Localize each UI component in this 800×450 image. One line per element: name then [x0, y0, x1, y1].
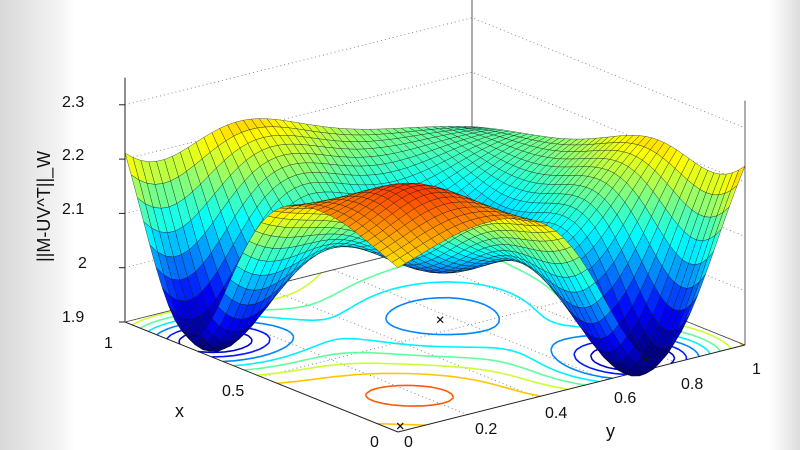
surface-patch — [391, 257, 407, 268]
x-marker — [198, 338, 206, 346]
z-tick-2.1: 2.1 — [62, 201, 84, 218]
x-marker — [436, 316, 444, 324]
x-marker — [396, 422, 404, 430]
y-tick-0: 0 — [404, 434, 413, 450]
axis-line — [397, 344, 746, 433]
z-axis-label: ||M-UV^T||_W — [34, 151, 55, 262]
y-tick-0.2: 0.2 — [475, 421, 497, 438]
z-tick-2.2: 2.2 — [62, 147, 84, 164]
y-tick-1: 1 — [752, 361, 761, 378]
axis-line — [124, 321, 399, 433]
contour-level — [277, 342, 744, 426]
z-gridline — [124, 17, 746, 129]
z-tick-2.3: 2.3 — [62, 94, 84, 111]
x-tick-0: 0 — [370, 434, 379, 450]
y-tick-0.4: 0.4 — [545, 405, 567, 422]
y-axis-label: y — [606, 421, 615, 441]
minimum-markers — [198, 316, 649, 430]
x-marker — [641, 355, 649, 363]
x-tick-0.5: 0.5 — [222, 383, 244, 400]
x-tick-1: 1 — [104, 335, 113, 352]
z-tick-1.9: 1.9 — [62, 309, 84, 326]
tick-labels: 0 0.5 1 0 0.2 0.4 0.6 0.8 1 1.9 2 2.1 2.… — [34, 94, 761, 450]
z-tick-2: 2 — [78, 255, 87, 272]
contour-level — [364, 384, 455, 407]
x-axis-label: x — [175, 401, 184, 421]
surface-mesh — [124, 118, 746, 377]
y-tick-0.8: 0.8 — [681, 376, 703, 393]
y-tick-0.6: 0.6 — [614, 390, 636, 407]
